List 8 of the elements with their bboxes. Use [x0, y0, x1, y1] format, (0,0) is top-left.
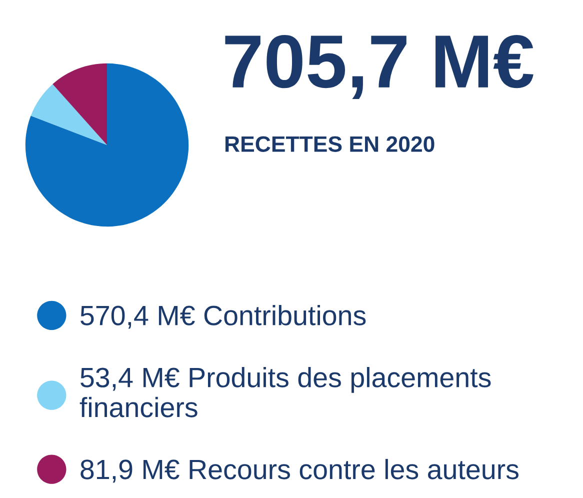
pie-slice	[52, 63, 107, 145]
pie-slice	[25, 63, 189, 227]
legend-label: 81,9 M€ Recours contre les auteurs	[80, 458, 518, 483]
pie-slice	[30, 84, 107, 145]
text: RECETTES EN 2020	[225, 136, 434, 152]
chart-title: 705,7 M€	[225, 35, 534, 100]
legend-label: 570,4 M€ Contributions	[80, 305, 366, 329]
legend-label: 53,4 M€ Produits des placements financiers	[80, 367, 491, 418]
